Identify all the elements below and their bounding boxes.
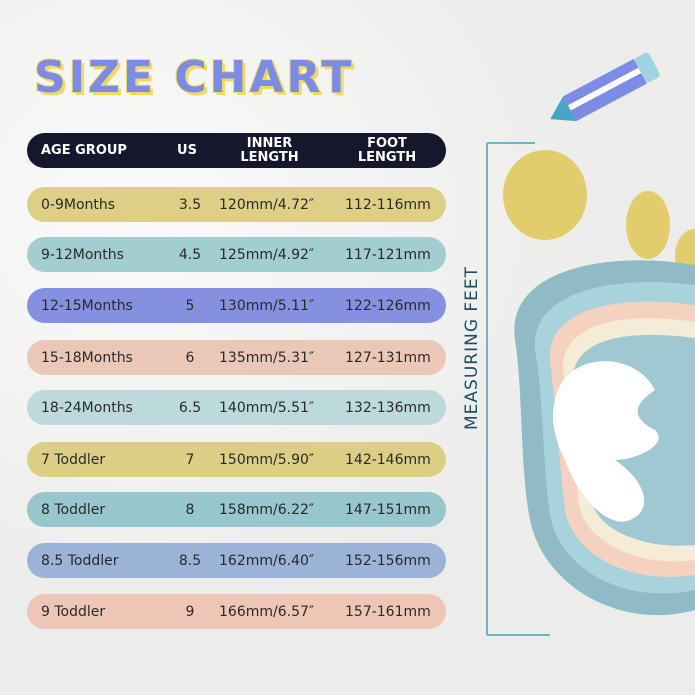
cell-foot-length: 147-151mm — [345, 501, 431, 518]
table-row: 15-18Months 6 135mm/5.31″ 127-131mm — [27, 340, 446, 375]
table-row: 8 Toddler 8 158mm/6.22″ 147-151mm — [27, 492, 446, 527]
cell-inner-length: 130mm/5.11″ — [219, 297, 315, 314]
cell-inner-length: 150mm/5.90″ — [219, 451, 315, 468]
cell-inner-length: 166mm/6.57″ — [219, 603, 315, 620]
cell-inner-length: 162mm/6.40″ — [219, 552, 315, 569]
cell-us: 8.5 — [178, 552, 202, 569]
page-title: SIZE CHART — [33, 51, 355, 104]
cell-foot-length: 132-136mm — [345, 399, 431, 416]
table-row: 9-12Months 4.5 125mm/4.92″ 117-121mm — [27, 237, 446, 272]
cell-inner-length: 135mm/5.31″ — [219, 349, 315, 366]
table-row: 8.5 Toddler 8.5 162mm/6.40″ 152-156mm — [27, 543, 446, 578]
cell-foot-length: 122-126mm — [345, 297, 431, 314]
cell-us: 7 — [185, 451, 195, 468]
cell-age-group: 18-24Months — [41, 399, 133, 416]
cell-inner-length: 158mm/6.22″ — [219, 501, 315, 518]
cell-foot-length: 152-156mm — [345, 552, 431, 569]
cell-foot-length: 157-161mm — [345, 603, 431, 620]
cell-age-group: 12-15Months — [41, 297, 133, 314]
header-foot-length: FOOT LENGTH — [357, 135, 417, 165]
cell-us: 8 — [185, 501, 195, 518]
header-inner-length: INNER LENGTH — [240, 135, 299, 165]
cell-age-group: 15-18Months — [41, 349, 133, 366]
side-label: MEASURING FEET — [462, 266, 482, 430]
header-age-group: AGE GROUP — [41, 143, 127, 158]
table-row: 0-9Months 3.5 120mm/4.72″ 112-116mm — [27, 187, 446, 222]
cell-us: 9 — [185, 603, 195, 620]
cell-age-group: 9 Toddler — [41, 603, 106, 620]
cell-inner-length: 140mm/5.51″ — [219, 399, 315, 416]
cell-us: 6 — [185, 349, 195, 366]
cell-age-group: 8.5 Toddler — [41, 552, 119, 569]
cell-foot-length: 127-131mm — [345, 349, 431, 366]
cell-foot-length: 112-116mm — [345, 196, 431, 213]
table-row: 7 Toddler 7 150mm/5.90″ 142-146mm — [27, 442, 446, 477]
header-us: US — [177, 143, 197, 158]
cell-foot-length: 117-121mm — [345, 246, 431, 263]
table-row: 9 Toddler 9 166mm/6.57″ 157-161mm — [27, 594, 446, 629]
cell-inner-length: 120mm/4.72″ — [219, 196, 315, 213]
foot-illustration: MEASURING FEET — [462, 52, 695, 636]
cell-age-group: 0-9Months — [41, 196, 116, 213]
cell-age-group: 7 Toddler — [41, 451, 106, 468]
cell-foot-length: 142-146mm — [345, 451, 431, 468]
cell-us: 3.5 — [178, 196, 202, 213]
cell-age-group: 8 Toddler — [41, 501, 106, 518]
table-row: 18-24Months 6.5 140mm/5.51″ 132-136mm — [27, 390, 446, 425]
cell-age-group: 9-12Months — [41, 246, 124, 263]
table-row: 12-15Months 5 130mm/5.11″ 122-126mm — [27, 288, 446, 323]
cell-inner-length: 125mm/4.92″ — [219, 246, 315, 263]
pencil-icon — [550, 52, 660, 122]
table-header: AGE GROUP US INNER LENGTH FOOT LENGTH — [27, 133, 446, 168]
cell-us: 4.5 — [178, 246, 202, 263]
cell-us: 5 — [185, 297, 195, 314]
cell-us: 6.5 — [178, 399, 202, 416]
